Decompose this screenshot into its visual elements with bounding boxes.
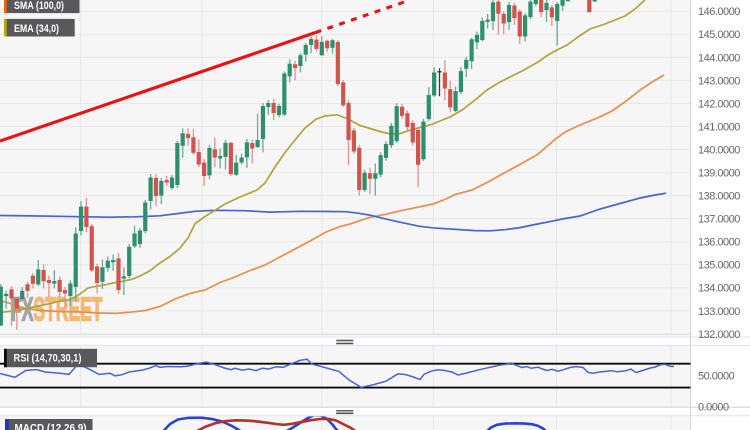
svg-text:142.0000: 142.0000: [698, 98, 740, 110]
svg-text:134.0000: 134.0000: [698, 283, 740, 295]
svg-text:139.0000: 139.0000: [698, 168, 740, 180]
svg-text:132.0000: 132.0000: [698, 329, 740, 341]
svg-text:136.0000: 136.0000: [698, 237, 740, 249]
svg-text:0.0000: 0.0000: [698, 402, 729, 414]
svg-text:145.0000: 145.0000: [698, 29, 740, 41]
svg-text:138.0000: 138.0000: [698, 191, 740, 203]
svg-text:RSI (14,70,30,1): RSI (14,70,30,1): [14, 353, 82, 365]
svg-text:FXSTREET: FXSTREET: [11, 291, 103, 328]
svg-text:144.0000: 144.0000: [698, 52, 740, 64]
svg-text:MACD (12,26,9): MACD (12,26,9): [15, 422, 87, 430]
svg-text:SMA (100,0): SMA (100,0): [14, 0, 64, 12]
svg-text:140.0000: 140.0000: [698, 144, 740, 156]
svg-text:EMA (34,0): EMA (34,0): [14, 23, 59, 35]
svg-text:135.0000: 135.0000: [698, 260, 740, 272]
svg-text:50.0000: 50.0000: [698, 371, 735, 383]
svg-text:143.0000: 143.0000: [698, 75, 740, 87]
svg-text:137.0000: 137.0000: [698, 214, 740, 226]
svg-text:146.0000: 146.0000: [698, 6, 740, 18]
svg-text:141.0000: 141.0000: [698, 121, 740, 133]
svg-text:133.0000: 133.0000: [698, 306, 740, 318]
